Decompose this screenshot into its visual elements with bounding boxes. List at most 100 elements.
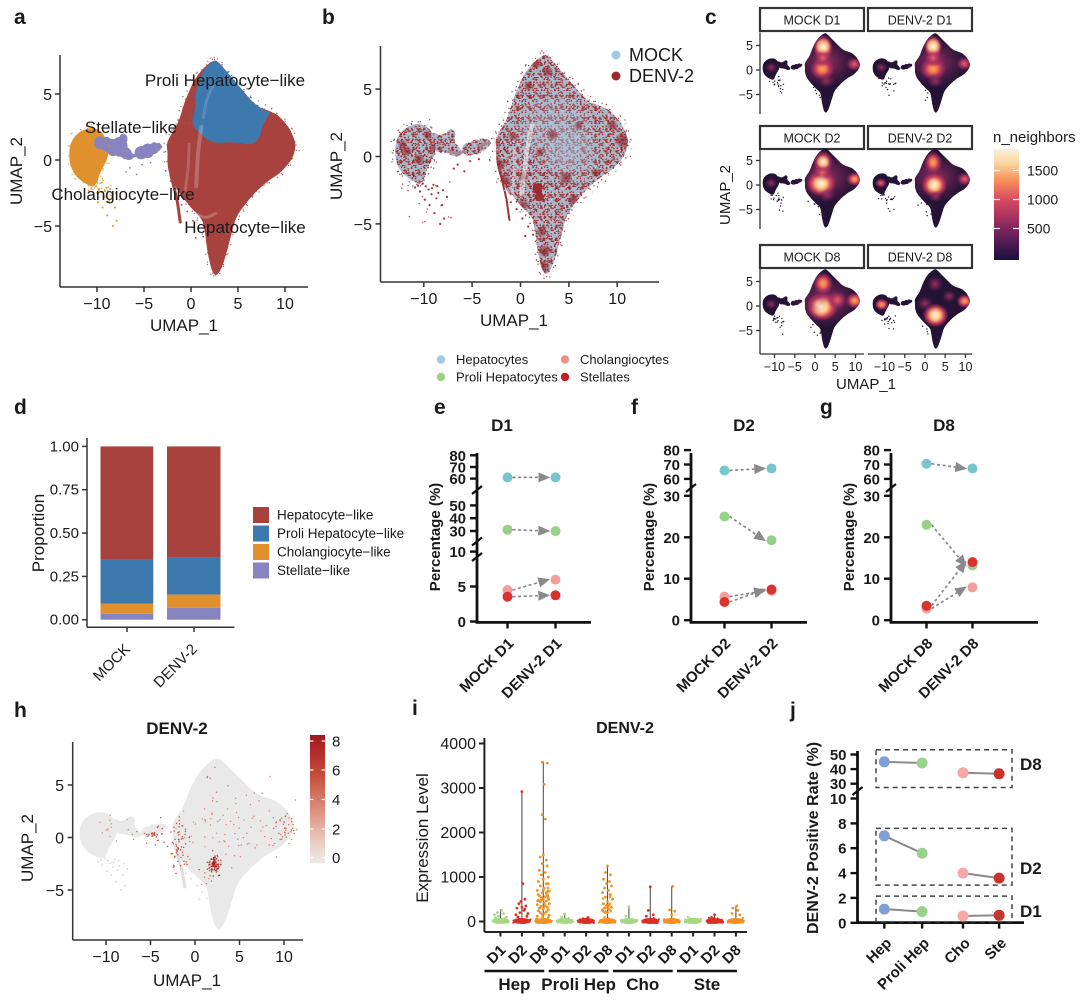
svg-text:D1: D1: [1020, 902, 1042, 921]
svg-text:−5: −5: [739, 88, 753, 102]
svg-text:Cholangiocyte−like: Cholangiocyte−like: [277, 545, 391, 560]
svg-text:UMAP_2: UMAP_2: [7, 137, 26, 205]
svg-text:−5: −5: [46, 883, 64, 900]
svg-text:50: 50: [449, 498, 466, 515]
svg-text:1500: 1500: [1027, 163, 1058, 179]
svg-text:Proli Hep: Proli Hep: [541, 975, 616, 994]
svg-text:0: 0: [516, 291, 525, 308]
svg-text:−5: −5: [739, 203, 753, 217]
svg-text:4: 4: [838, 866, 847, 883]
svg-text:D1: D1: [491, 416, 513, 435]
svg-text:40: 40: [830, 762, 847, 779]
svg-text:5: 5: [832, 360, 839, 374]
svg-text:70: 70: [663, 457, 680, 474]
svg-text:0: 0: [812, 360, 819, 374]
svg-text:5: 5: [55, 778, 64, 795]
svg-text:Stellates: Stellates: [580, 370, 630, 385]
svg-text:0.50: 0.50: [50, 525, 79, 542]
svg-text:0: 0: [191, 949, 200, 966]
svg-text:4000: 4000: [440, 736, 476, 753]
svg-text:n_neighbors: n_neighbors: [993, 129, 1076, 146]
svg-text:8: 8: [332, 734, 340, 751]
svg-text:30: 30: [449, 524, 466, 541]
svg-text:MOCK D8: MOCK D8: [784, 251, 841, 265]
svg-text:Stellate−like: Stellate−like: [85, 118, 177, 137]
svg-text:DENV-2 D2: DENV-2 D2: [888, 132, 953, 146]
svg-text:8: 8: [838, 816, 846, 833]
svg-text:1.00: 1.00: [50, 438, 79, 455]
svg-text:0: 0: [187, 296, 196, 313]
svg-text:0: 0: [363, 150, 372, 167]
svg-text:−10: −10: [92, 949, 119, 966]
svg-text:D8: D8: [1020, 755, 1042, 774]
svg-text:0: 0: [467, 914, 476, 931]
svg-text:−10: −10: [764, 360, 785, 374]
svg-text:DENV-2 D1: DENV-2 D1: [888, 14, 953, 28]
svg-text:UMAP_1: UMAP_1: [150, 316, 218, 335]
svg-text:−5: −5: [135, 296, 153, 313]
svg-text:−5: −5: [788, 360, 802, 374]
svg-text:−10: −10: [83, 296, 110, 313]
svg-text:10: 10: [275, 949, 293, 966]
svg-text:80: 80: [863, 443, 880, 460]
svg-text:0.00: 0.00: [50, 612, 79, 629]
svg-text:10: 10: [449, 544, 466, 561]
svg-text:UMAP_1: UMAP_1: [153, 971, 221, 990]
svg-text:0.75: 0.75: [50, 482, 79, 499]
svg-text:D2: D2: [1020, 859, 1042, 878]
svg-text:10: 10: [959, 360, 973, 374]
svg-text:30: 30: [830, 776, 847, 793]
svg-text:h: h: [14, 699, 27, 722]
svg-text:60: 60: [863, 471, 880, 488]
svg-text:a: a: [14, 6, 26, 29]
svg-text:MOCK D1: MOCK D1: [784, 14, 841, 28]
svg-text:−5: −5: [463, 291, 481, 308]
svg-text:−5: −5: [141, 949, 159, 966]
svg-text:5: 5: [746, 154, 753, 168]
svg-text:Proportion: Proportion: [29, 494, 48, 572]
svg-text:0: 0: [872, 613, 880, 630]
svg-text:DENV-2 Positive Rate (%): DENV-2 Positive Rate (%): [805, 742, 822, 934]
svg-text:5: 5: [234, 296, 243, 313]
svg-text:−5: −5: [898, 360, 912, 374]
svg-text:5: 5: [458, 579, 466, 596]
svg-text:UMAP_2: UMAP_2: [327, 132, 346, 200]
svg-text:5: 5: [746, 39, 753, 53]
svg-text:−5: −5: [354, 217, 372, 234]
svg-text:3000: 3000: [440, 781, 476, 798]
svg-text:b: b: [322, 6, 335, 29]
svg-text:2: 2: [838, 890, 846, 907]
svg-text:4: 4: [332, 792, 340, 809]
svg-text:70: 70: [449, 459, 466, 476]
svg-text:500: 500: [1027, 221, 1051, 237]
svg-text:DENV-2: DENV-2: [146, 719, 207, 738]
svg-text:g: g: [820, 396, 833, 419]
svg-text:2000: 2000: [440, 825, 476, 842]
svg-text:0: 0: [746, 179, 753, 193]
svg-text:i: i: [412, 697, 418, 720]
svg-text:Ste: Ste: [694, 975, 720, 994]
svg-text:10: 10: [863, 571, 880, 588]
svg-text:40: 40: [449, 511, 466, 528]
svg-text:DENV-2 D8: DENV-2 D8: [888, 251, 953, 265]
svg-text:Proli Hepatocytes: Proli Hepatocytes: [456, 370, 558, 385]
svg-text:2: 2: [332, 822, 340, 839]
svg-text:70: 70: [863, 457, 880, 474]
svg-text:10: 10: [663, 571, 680, 588]
svg-text:0: 0: [55, 831, 64, 848]
svg-text:c: c: [705, 6, 717, 29]
svg-text:Hepatocytes: Hepatocytes: [456, 352, 529, 367]
svg-text:10: 10: [608, 291, 626, 308]
svg-text:30: 30: [663, 488, 680, 505]
svg-text:10: 10: [830, 791, 847, 808]
svg-text:5: 5: [942, 360, 949, 374]
svg-text:f: f: [631, 396, 639, 419]
svg-text:MOCK: MOCK: [629, 45, 683, 65]
svg-text:5: 5: [363, 82, 372, 99]
svg-text:80: 80: [663, 443, 680, 460]
svg-text:30: 30: [863, 488, 880, 505]
svg-text:UMAP_2: UMAP_2: [18, 814, 37, 882]
svg-text:Cholangiocytes: Cholangiocytes: [580, 352, 669, 367]
svg-text:Percentage (%): Percentage (%): [841, 483, 858, 591]
svg-text:0: 0: [838, 915, 846, 932]
